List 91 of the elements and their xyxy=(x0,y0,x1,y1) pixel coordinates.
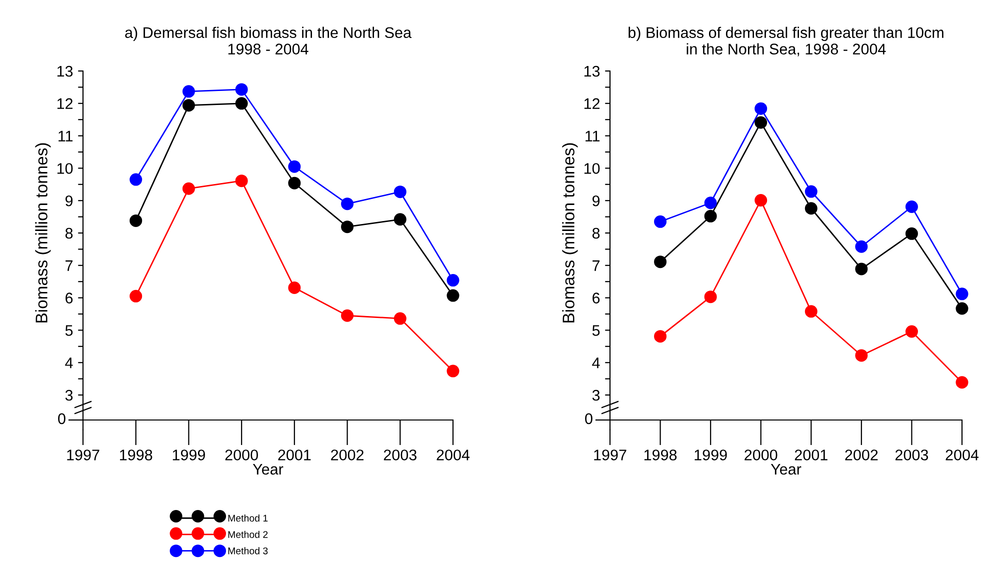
x-axis-title: Year xyxy=(770,464,802,475)
y-tick-label: 10 xyxy=(57,163,73,174)
point xyxy=(754,116,768,129)
y-tick-label: 3 xyxy=(592,390,600,401)
x-tick-label: 1998 xyxy=(120,450,152,460)
x-tick-label: 2000 xyxy=(744,450,778,460)
point xyxy=(804,185,818,198)
x-tick-label: 1998 xyxy=(644,450,677,460)
y-tick-label: 8 xyxy=(65,228,73,239)
point xyxy=(905,200,918,214)
x-tick-label: 1999 xyxy=(172,450,205,460)
point xyxy=(446,289,460,302)
point xyxy=(446,274,460,287)
y-tick-label: 11 xyxy=(586,130,600,142)
point xyxy=(394,312,406,325)
point xyxy=(130,290,142,302)
x-tick-label: 2000 xyxy=(225,450,258,460)
x-tick-label: 1997 xyxy=(594,450,626,460)
y-tick-label: 13 xyxy=(57,66,73,77)
point xyxy=(754,102,768,115)
x-tick-label: 2001 xyxy=(794,450,828,460)
point xyxy=(956,302,968,315)
y-tick-label: 7 xyxy=(592,260,600,271)
point xyxy=(905,227,918,240)
y-tick-label: 8 xyxy=(592,228,600,239)
point xyxy=(341,198,354,210)
point xyxy=(956,376,968,389)
x-tick-label: 1997 xyxy=(67,450,100,460)
point xyxy=(341,309,354,322)
x-tick-label: 2002 xyxy=(845,450,878,460)
point xyxy=(130,214,142,227)
y-tick-label: 4 xyxy=(65,358,73,368)
point xyxy=(130,173,142,186)
y-tick-label: 12 xyxy=(584,98,600,109)
point xyxy=(905,325,918,338)
y-tick-label: 4 xyxy=(592,358,600,368)
point xyxy=(288,176,301,190)
point xyxy=(804,202,818,215)
point xyxy=(235,83,248,96)
point xyxy=(446,364,460,378)
y-axis-title: Biomass (million tonnes) xyxy=(562,143,578,322)
legend-label: Method 2 xyxy=(228,530,268,538)
legend-label: Method 3 xyxy=(228,547,268,554)
y-tick-label: 13 xyxy=(584,66,600,77)
x-axis-title: Year xyxy=(252,464,284,475)
y-tick-label: 9 xyxy=(592,195,600,206)
x-tick-label: 1999 xyxy=(694,450,727,460)
y-tick-label: 7 xyxy=(66,260,73,271)
x-tick-label: 2003 xyxy=(895,450,928,460)
point xyxy=(394,213,406,226)
x-tick-label: 2002 xyxy=(331,450,364,460)
point xyxy=(341,220,354,234)
text: 0 xyxy=(58,413,66,424)
point xyxy=(235,97,248,110)
point xyxy=(654,330,667,343)
point xyxy=(804,305,818,318)
point xyxy=(855,240,868,253)
point xyxy=(754,194,768,207)
point xyxy=(235,174,248,188)
y-tick-label: 12 xyxy=(57,98,73,109)
y-tick-label: 9 xyxy=(66,195,73,206)
x-tick-label: 2004 xyxy=(946,450,979,460)
x-tick-label: 2003 xyxy=(384,450,416,460)
y-tick-label: 5 xyxy=(592,325,600,336)
point xyxy=(704,290,717,304)
point xyxy=(288,282,301,294)
point xyxy=(182,182,195,195)
point xyxy=(855,349,868,362)
point xyxy=(182,99,195,112)
y-tick-label: 6 xyxy=(66,292,73,304)
point xyxy=(704,196,717,210)
chart-title: b) Biomass of demersal fish greater than 10cm in the North Sea, 1998 - 2004 xyxy=(628,26,944,56)
y-tick-label: 5 xyxy=(65,325,73,336)
chart-title: a) Demersal fish biomass in the North Sea 1998 - 2004 xyxy=(125,26,412,54)
y-tick-label: 3 xyxy=(65,390,73,401)
text: 0 xyxy=(585,413,592,424)
point xyxy=(182,85,195,98)
point xyxy=(654,256,667,268)
y-tick-label: 10 xyxy=(584,163,600,174)
point xyxy=(654,215,667,228)
point xyxy=(855,262,868,276)
legend-label: Method 1 xyxy=(228,514,268,522)
y-tick-label: 11 xyxy=(58,130,73,142)
point xyxy=(704,210,717,222)
point xyxy=(956,288,968,300)
point xyxy=(288,160,301,173)
x-tick-label: 2001 xyxy=(278,450,311,460)
point xyxy=(394,186,406,198)
y-axis-title: Biomass (million tonnes) xyxy=(35,143,51,322)
y-tick-label: 6 xyxy=(592,292,600,304)
x-tick-label: 2004 xyxy=(436,450,470,460)
